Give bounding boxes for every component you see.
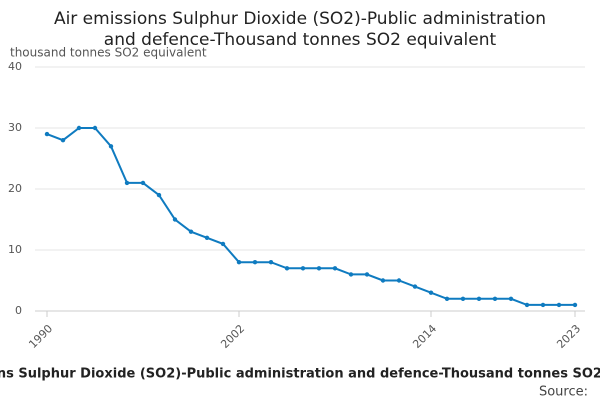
x-tick-label: 2002 [218,322,247,351]
point [76,125,82,131]
point [444,296,450,301]
point [572,302,578,308]
x-tick-label: 2014 [410,322,439,351]
point [300,266,306,271]
point [284,266,290,271]
point [60,138,66,143]
point [92,125,98,131]
caption: Air emissions Sulphur Dioxide (SO2)-Publ… [0,367,600,382]
point [172,217,178,222]
point [268,260,274,265]
point [236,260,242,265]
y-tick-label: 30 [8,121,22,134]
point [156,192,162,198]
point [140,180,146,186]
y-axis-label: thousand tonnes SO2 equivalent [10,46,207,60]
point [252,260,258,265]
point [44,131,50,137]
line [46,127,575,306]
point [124,180,130,186]
point [220,241,226,247]
point [332,266,338,271]
point [428,290,434,295]
x-tick-label: 1990 [26,322,55,351]
point [108,144,114,149]
chart-title: and defence-Thousand tonnes SO2 equivale… [104,30,497,50]
point [540,302,546,308]
point [204,235,210,240]
point [476,296,482,301]
source: Source: [539,385,588,400]
point [412,284,418,289]
point [380,278,386,283]
point [508,296,514,301]
point [364,272,370,277]
y-tick-label: 10 [8,243,22,256]
point [316,266,322,271]
point [556,302,562,308]
y-tick-label: 0 [15,304,22,317]
y-tick-label: 40 [8,60,22,73]
point [524,302,530,308]
chart-title: Air emissions Sulphur Dioxide (SO2)-Publ… [54,9,546,29]
point [492,296,498,301]
point [396,278,402,283]
x-tick-label: 2023 [554,322,583,351]
point [188,229,194,234]
y-tick-label: 20 [8,182,22,195]
point [460,296,466,301]
point [348,272,354,277]
